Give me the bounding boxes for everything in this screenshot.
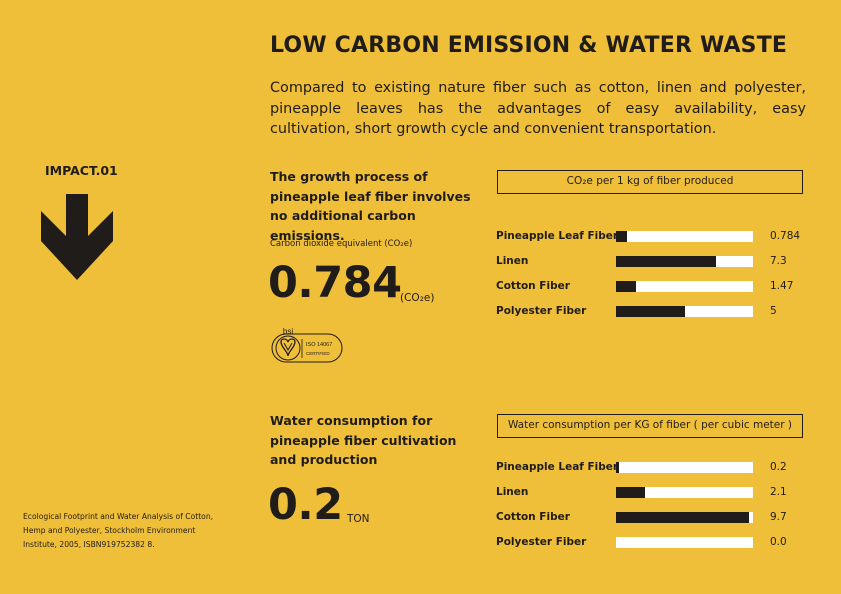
bar-category-label: Polyester Fiber [496, 305, 587, 317]
bar-value-label: 0.784 [770, 230, 801, 242]
bar-category-label: Pineapple Leaf Fiber [496, 230, 619, 242]
bar-row: Pineapple Leaf Fiber 0.2 [496, 461, 816, 475]
bar-track [616, 537, 753, 548]
arrow-down-icon [41, 194, 113, 280]
carbon-unit: (CO₂e) [400, 292, 435, 304]
bar [616, 306, 685, 317]
bar-track [616, 462, 753, 473]
bar [616, 487, 645, 498]
carbon-heading: The growth process of pineapple leaf fib… [270, 169, 471, 243]
co2-chart-title: CO₂e per 1 kg of fiber produced [497, 170, 803, 194]
page-title: LOW CARBON EMISSION & WATER WASTE [270, 33, 788, 58]
intro-paragraph: Compared to existing nature fiber such a… [270, 80, 806, 137]
bar-row: Polyester Fiber 0.0 [496, 536, 816, 550]
bar-row: Cotton Fiber 9.7 [496, 511, 816, 525]
impact-label: IMPACT.01 [45, 163, 118, 178]
bar-category-label: Polyester Fiber [496, 536, 587, 548]
bar-value-label: 9.7 [770, 511, 787, 523]
water-unit: TON [347, 513, 370, 525]
cert-brand: bsi [283, 328, 293, 336]
bar [616, 256, 716, 267]
bar-value-label: 1.47 [770, 280, 794, 292]
bar-category-label: Pineapple Leaf Fiber [496, 461, 619, 473]
water-value: 0.2 [268, 480, 343, 530]
bar-value-label: 2.1 [770, 486, 787, 498]
bar-row: Linen 2.1 [496, 486, 816, 500]
cert-line2: CERTIFIED [306, 351, 330, 356]
bar [616, 512, 749, 523]
bar-category-label: Linen [496, 255, 529, 267]
bar-row: Cotton Fiber 1.47 [496, 280, 816, 294]
bar-category-label: Linen [496, 486, 529, 498]
bar-value-label: 0.2 [770, 461, 787, 473]
cert-line1: ISO 14067 [306, 342, 332, 348]
bar-track [616, 281, 753, 292]
bsi-iso-14067-certified-icon: bsi ISO 14067 CERTIFIED [271, 328, 343, 363]
bar-value-label: 7.3 [770, 255, 787, 267]
bar [616, 231, 627, 242]
bar-value-label: 5 [770, 305, 777, 317]
bar-row: Pineapple Leaf Fiber 0.784 [496, 230, 816, 244]
bar-row: Linen 7.3 [496, 255, 816, 269]
water-chart-title: Water consumption per KG of fiber ( per … [497, 414, 803, 438]
bar-track [616, 512, 753, 523]
carbon-value: 0.784 [268, 258, 402, 308]
bar-value-label: 0.0 [770, 536, 787, 548]
bar-track [616, 487, 753, 498]
bar-row: Polyester Fiber 5 [496, 305, 816, 319]
bar-track [616, 231, 753, 242]
bar-track [616, 256, 753, 267]
bar-category-label: Cotton Fiber [496, 280, 570, 292]
source-citation: Ecological Footprint and Water Analysis … [23, 512, 214, 549]
bar-track [616, 306, 753, 317]
bar [616, 462, 619, 473]
bar-category-label: Cotton Fiber [496, 511, 570, 523]
carbon-sublabel: Carbon dioxide equivalent (CO₂e) [270, 239, 413, 249]
bar [616, 281, 637, 292]
water-heading: Water consumption for pineapple fiber cu… [270, 413, 457, 467]
